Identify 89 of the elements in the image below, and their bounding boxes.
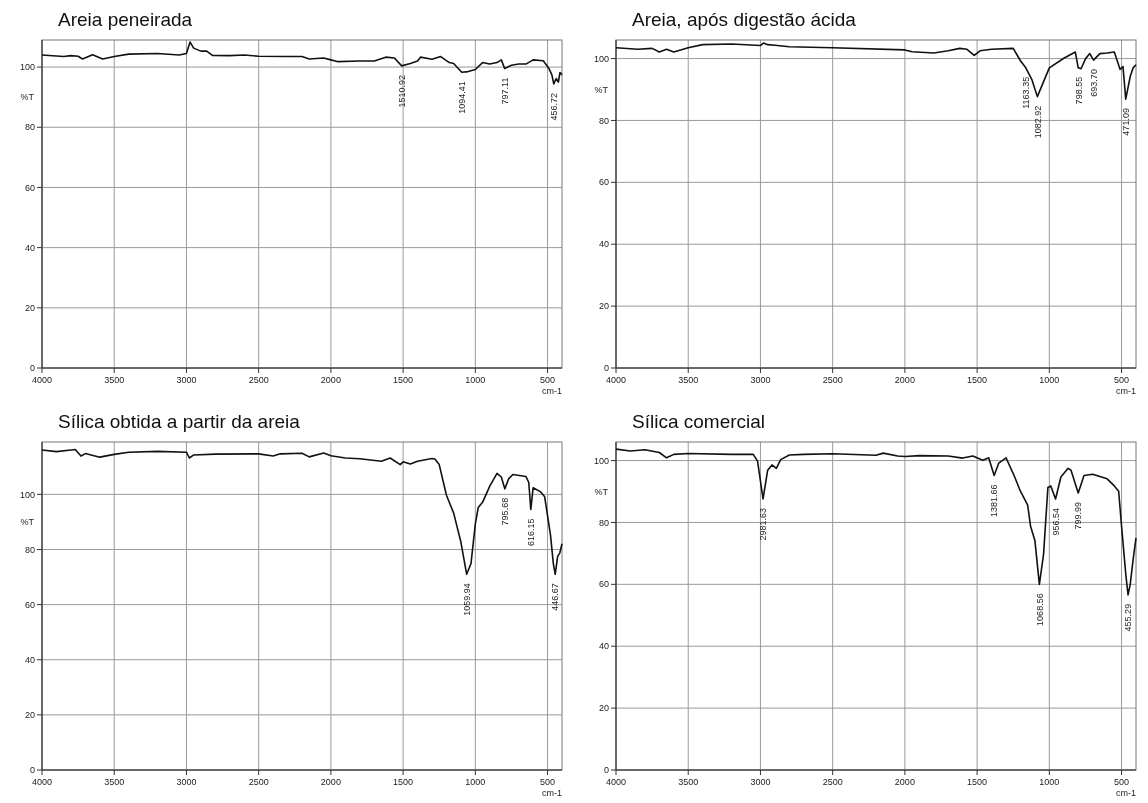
x-tick-label: 2000 — [320, 777, 341, 787]
x-tick-label: 3000 — [176, 375, 197, 385]
x-tick-label: 500 — [1114, 777, 1130, 787]
chart-title: Areia peneirada — [58, 9, 193, 30]
x-tick-label: 3500 — [104, 375, 125, 385]
y-tick-label: 0 — [603, 765, 609, 776]
y-tick-label: 60 — [24, 599, 35, 610]
annotation: 1094.41 — [456, 81, 467, 114]
y-axis-title: %T — [594, 84, 609, 95]
annotation: 616.15 — [525, 518, 536, 547]
y-tick-label: 100 — [19, 62, 35, 73]
y-tick-label: 100 — [593, 53, 609, 64]
x-tick-label: 3000 — [176, 777, 197, 787]
x-tick-label: 3500 — [678, 375, 699, 385]
x-tick-label: 3000 — [750, 777, 771, 787]
x-tick-label: 2500 — [248, 375, 269, 385]
x-tick-label: 1000 — [465, 777, 486, 787]
x-tick-label: 4000 — [31, 375, 53, 385]
annotation: 798.55 — [1073, 76, 1084, 105]
x-tick-label: 1500 — [967, 777, 988, 787]
annotation: 1059.94 — [461, 583, 472, 616]
annotation: 956.54 — [1050, 507, 1061, 536]
y-tick-label: 20 — [24, 710, 35, 721]
y-tick-label: 40 — [598, 239, 609, 250]
annotation: 1082.92 — [1032, 105, 1043, 139]
x-tick-label: 2000 — [894, 375, 915, 385]
x-tick-label: 3500 — [104, 777, 125, 787]
chart-title: Sílica comercial — [632, 411, 766, 432]
y-tick-label: 0 — [29, 765, 35, 776]
annotation: 797.11 — [499, 77, 510, 105]
y-tick-label: 0 — [603, 363, 609, 374]
annotation: 1163.35 — [1020, 76, 1031, 109]
annotation: 456.72 — [548, 92, 559, 121]
y-tick-label: 0 — [29, 363, 35, 374]
annotation: 471.09 — [1120, 108, 1131, 136]
x-tick-label: 500 — [540, 777, 556, 787]
x-axis-title: cm-1 — [1116, 788, 1136, 798]
y-tick-label: 60 — [24, 182, 35, 193]
y-tick-label: 100 — [593, 455, 609, 466]
x-axis-title: cm-1 — [1116, 386, 1136, 396]
x-tick-label: 4000 — [31, 777, 53, 787]
x-tick-label: 1500 — [967, 375, 988, 385]
y-tick-label: 80 — [24, 544, 35, 555]
x-axis-title: cm-1 — [542, 788, 562, 798]
x-tick-label: 2500 — [822, 777, 843, 787]
y-tick-label: 100 — [19, 489, 35, 500]
y-tick-label: 20 — [598, 301, 609, 312]
y-axis-title: %T — [594, 486, 609, 497]
y-tick-label: 40 — [598, 641, 609, 652]
x-tick-label: 1500 — [393, 777, 414, 787]
annotation: 455.29 — [1123, 603, 1134, 632]
annotation: 1381.66 — [989, 484, 1000, 517]
y-tick-label: 60 — [598, 579, 609, 590]
x-tick-label: 1000 — [465, 375, 486, 385]
y-tick-label: 80 — [24, 122, 35, 133]
y-tick-label: 80 — [598, 517, 609, 528]
y-tick-label: 40 — [24, 242, 35, 253]
x-tick-label: 500 — [1114, 375, 1130, 385]
y-tick-label: 40 — [24, 654, 35, 665]
y-axis-title: %T — [20, 517, 35, 528]
x-tick-label: 500 — [540, 375, 556, 385]
x-tick-label: 3500 — [678, 777, 699, 787]
line-series — [615, 448, 1137, 596]
x-tick-label: 1000 — [1039, 375, 1060, 385]
x-tick-label: 3000 — [750, 375, 771, 385]
y-tick-label: 60 — [598, 177, 609, 188]
y-tick-label: 80 — [598, 115, 609, 126]
x-tick-label: 4000 — [605, 375, 627, 385]
annotation: 446.67 — [550, 583, 561, 611]
x-tick-label: 2500 — [248, 777, 269, 787]
chart-title: Areia, após digestão ácida — [632, 9, 857, 30]
x-tick-label: 1000 — [1039, 777, 1060, 787]
line-series — [41, 448, 563, 576]
chart-title: Sílica obtida a partir da areia — [58, 411, 301, 432]
x-tick-label: 4000 — [605, 777, 627, 787]
annotation: 1068.56 — [1034, 593, 1045, 626]
y-tick-label: 20 — [24, 302, 35, 313]
annotation: 693.70 — [1088, 69, 1099, 97]
annotation: 1510.92 — [396, 74, 407, 108]
annotation: 2981.63 — [758, 507, 769, 541]
annotation: 795.68 — [500, 497, 510, 526]
x-tick-label: 2500 — [822, 375, 843, 385]
x-tick-label: 2000 — [320, 375, 341, 385]
x-tick-label: 2000 — [894, 777, 915, 787]
y-axis-title: %T — [20, 92, 35, 103]
y-tick-label: 20 — [598, 703, 609, 714]
annotation: 799.99 — [1073, 502, 1084, 530]
x-tick-label: 1500 — [393, 375, 414, 385]
x-axis-title: cm-1 — [542, 386, 562, 396]
